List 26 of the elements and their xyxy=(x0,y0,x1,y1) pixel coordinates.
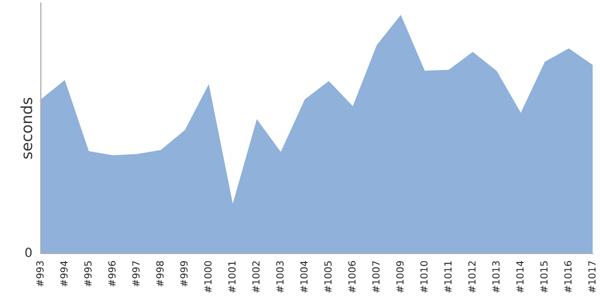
x-tick-label: #1011 xyxy=(444,261,452,293)
x-tick-label: #1013 xyxy=(492,261,500,293)
x-tick-label: #993 xyxy=(36,261,44,286)
x-tick-label: #1012 xyxy=(468,261,476,293)
x-tick-label: #998 xyxy=(156,261,164,286)
x-tick-label: #1005 xyxy=(324,261,332,293)
x-tick-label: #995 xyxy=(84,261,92,286)
x-tick-label: #999 xyxy=(180,261,188,286)
x-tick-label: #1015 xyxy=(540,261,548,293)
x-tick-label: #1000 xyxy=(204,261,212,293)
x-tick-label: #1009 xyxy=(396,261,404,293)
x-tick-label: #996 xyxy=(108,261,116,286)
y-axis-title: seconds xyxy=(20,98,32,159)
x-tick-label: #1017 xyxy=(588,261,596,293)
x-tick-label: #997 xyxy=(132,261,140,286)
x-tick-label: #1006 xyxy=(348,261,356,293)
x-tick-label: #1002 xyxy=(252,261,260,293)
x-tick-label: #1004 xyxy=(300,260,308,293)
x-tick-label: #1001 xyxy=(228,261,236,293)
x-tick-label: #1007 xyxy=(372,261,380,293)
x-tick-label: #1014 xyxy=(516,260,524,293)
x-tick-label: #1016 xyxy=(564,261,572,293)
x-tick-label: #994 xyxy=(60,260,68,286)
text: 0 xyxy=(25,248,32,258)
x-tick-label: #1003 xyxy=(276,261,284,293)
x-tick-label: #1010 xyxy=(420,261,428,293)
